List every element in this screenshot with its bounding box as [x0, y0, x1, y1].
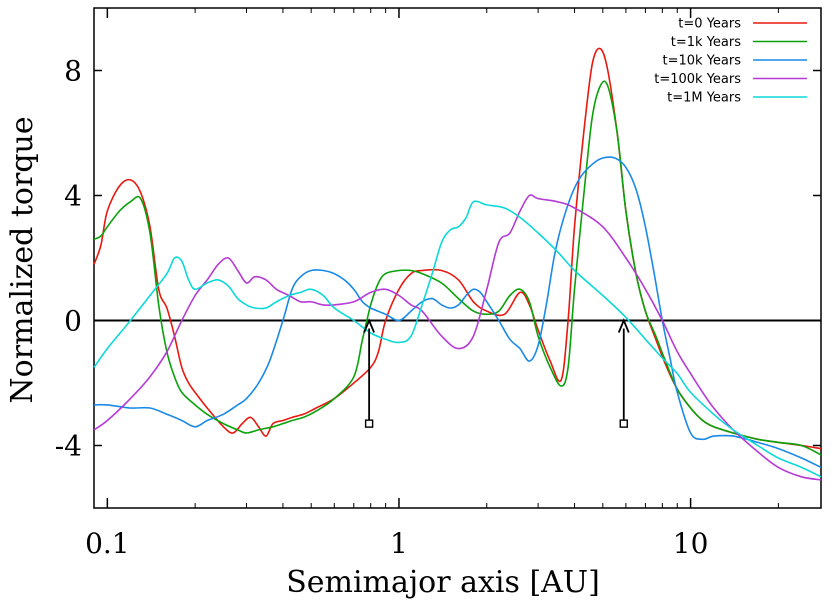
series-line-t-0-years	[93, 47, 822, 450]
arrow-head	[363, 318, 375, 333]
series-line-t-1m-years	[93, 200, 822, 478]
axis-ticks: -4 0 4 8 0.1 1 10	[55, 8, 821, 560]
plot-frame	[93, 7, 822, 509]
x-axis-title: Semimajor axis [AU]	[286, 565, 600, 600]
y-tick-label: 0	[64, 305, 82, 338]
x-tick-label: 1	[390, 527, 408, 560]
y-axis-title: Normalized torque	[5, 116, 40, 403]
x-tick-label: 0.1	[85, 527, 130, 560]
series-line-t-1k-years	[93, 80, 822, 456]
arrow-head	[617, 318, 630, 333]
y-tick-label: 8	[64, 55, 82, 88]
legend-label: t=100k Years	[654, 72, 741, 87]
x-tick-label: 10	[673, 527, 709, 560]
legend-label: t=10k Years	[663, 54, 742, 69]
legend-label: t=1k Years	[671, 35, 741, 50]
series-line-t-100k-years	[93, 194, 822, 481]
series-lines	[93, 47, 822, 481]
y-tick-label: -4	[55, 430, 82, 463]
legend-label: t=1M Years	[667, 91, 741, 106]
arrow-base-marker	[619, 419, 628, 428]
planet-arrows	[363, 318, 630, 428]
arrow-base-marker	[364, 419, 374, 428]
legend-label: t=0 Years	[678, 17, 741, 32]
legend: t=0 Years t=1k Years t=10k Years t=100k Yea…	[654, 17, 807, 106]
y-tick-label: 4	[64, 180, 82, 213]
series-line-t-10k-years	[93, 156, 822, 469]
